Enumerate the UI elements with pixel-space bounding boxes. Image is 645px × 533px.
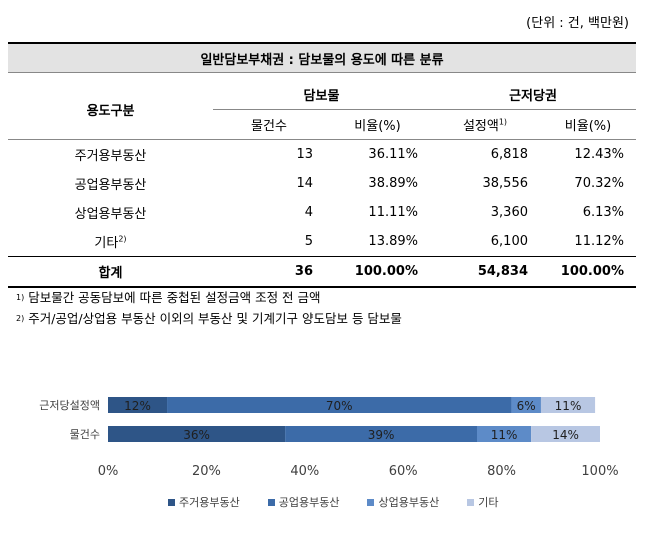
table-title: 일반담보부채권 : 담보물의 용도에 따른 분류 [8, 42, 636, 73]
legend-label: 주거용부동산 [179, 496, 240, 509]
row-amount: 6,100 [490, 234, 528, 249]
legend-swatch [267, 498, 275, 506]
total-ratio1: 100.00% [325, 256, 430, 288]
total-count: 36 [213, 256, 325, 288]
legend-item: 공업용부동산 [267, 494, 340, 510]
row-label-sup: 2) [118, 234, 127, 244]
row-label-text: 주거용부동산 [74, 149, 147, 164]
bar-segment [285, 426, 477, 442]
subheader-ratio1: 비율(%) [325, 109, 430, 140]
subheader-amount-sup: 1) [498, 117, 508, 127]
x-tick-label: 100% [581, 464, 618, 479]
table-total-row: 합계 36 100.00% 54,834 100.00% [8, 256, 636, 288]
bar-segment [108, 397, 168, 413]
row-label: 주거용부동산 [8, 140, 213, 170]
x-tick-label: 20% [192, 464, 221, 479]
row-ratio1: 36.11% [368, 147, 418, 162]
footnote-text: 주거/공업/상업용 부동산 이외의 부동산 및 기계기구 양도담보 등 담보물 [28, 311, 402, 326]
x-tick-label: 40% [290, 464, 319, 479]
data-label: 11% [491, 428, 518, 442]
row-ratio2: 11.12% [574, 234, 624, 249]
row-label: 공업용부동산 [8, 169, 213, 198]
data-label: 14% [552, 428, 579, 442]
legend-swatch [168, 498, 175, 506]
row-count: 14 [296, 176, 313, 191]
bar-segment [167, 397, 512, 413]
legend-swatch [367, 498, 375, 506]
unit-note: (단위 : 건, 백만원) [526, 16, 629, 31]
data-label: 36% [183, 428, 210, 442]
data-label: 11% [555, 399, 582, 413]
row-count: 4 [304, 205, 313, 220]
category-label: 근저당설정액 [39, 399, 100, 412]
x-tick-label: 0% [98, 464, 119, 479]
footnote-marker: 1) [16, 293, 25, 302]
legend-item: 기타 [467, 494, 498, 510]
data-label: 6% [517, 399, 536, 413]
legend-label: 상업용부동산 [378, 496, 440, 509]
bar-segment [540, 397, 596, 413]
data-label: 70% [326, 399, 353, 413]
data-table: 용도구분 담보물 근저당권 물건수 비율(%) 설정액1) 비율(%) 주거용부… [8, 80, 636, 288]
row-ratio1: 13.89% [368, 234, 418, 249]
row-amount: 3,360 [490, 205, 528, 220]
table-row: 상업용부동산 4 11.11% 3,360 6.13% [8, 198, 636, 227]
table-title-text: 일반담보부채권 : 담보물의 용도에 따른 분류 [200, 52, 444, 68]
legend-label: 기타 [478, 496, 499, 509]
row-amount: 6,818 [490, 147, 528, 162]
header-usage: 용도구분 [8, 80, 213, 140]
total-amount: 54,834 [430, 256, 540, 288]
subheader-count: 물건수 [213, 109, 325, 140]
category-label: 물건수 [70, 428, 100, 441]
chart-legend: 주거용부동산 공업용부동산 상업용부동산 기타 [168, 494, 498, 510]
subheader-ratio2: 비율(%) [540, 109, 636, 140]
table-row: 주거용부동산 13 36.11% 6,818 12.43% [8, 140, 636, 170]
row-count: 13 [296, 147, 313, 162]
table-row: 공업용부동산 14 38.89% 38,556 70.32% [8, 169, 636, 198]
row-ratio2: 6.13% [582, 205, 624, 220]
table-row: 기타2) 5 13.89% 6,100 11.12% [8, 227, 636, 257]
bar-segment [511, 397, 541, 413]
total-label: 합계 [8, 256, 213, 288]
x-tick-label: 60% [389, 464, 418, 479]
row-count: 5 [304, 234, 313, 249]
legend-item: 상업용부동산 [367, 494, 439, 510]
row-label-text: 기타 [94, 236, 119, 251]
row-ratio1: 38.89% [368, 176, 418, 191]
row-ratio2: 12.43% [574, 147, 624, 162]
footnote: 2) 주거/공업/상업용 부동산 이외의 부동산 및 기계기구 양도담보 등 담… [16, 308, 402, 329]
row-label: 상업용부동산 [8, 198, 213, 227]
row-label-text: 상업용부동산 [74, 207, 147, 222]
row-amount: 38,556 [482, 176, 529, 191]
data-label: 12% [124, 399, 151, 413]
footnote-marker: 2) [16, 314, 25, 323]
stacked-bar-chart: 근저당설정액 12% 70% 6% 11% 물건수 36% 39% 11% 14% 0% 20% 40%… [39, 397, 619, 479]
subheader-amount-text: 설정액 [462, 119, 499, 134]
data-label: 39% [368, 428, 395, 442]
bar-segment [477, 426, 532, 442]
x-tick-label: 80% [487, 464, 516, 479]
subheader-amount: 설정액1) [430, 109, 540, 140]
row-ratio2: 70.32% [574, 176, 624, 191]
total-ratio2: 100.00% [540, 256, 636, 288]
footnotes: 1) 담보물간 공동담보에 따른 중첩된 설정금액 조정 전 금액 2) 주거/… [16, 287, 402, 329]
row-ratio1: 11.11% [368, 205, 418, 220]
row-label-text: 공업용부동산 [74, 178, 147, 193]
bar-segment [531, 426, 600, 442]
bar-segment [108, 426, 286, 442]
legend-item: 주거용부동산 [168, 494, 240, 510]
row-label: 기타2) [8, 227, 213, 257]
header-collateral: 담보물 [213, 80, 430, 110]
legend-swatch [467, 498, 475, 506]
footnote: 1) 담보물간 공동담보에 따른 중첩된 설정금액 조정 전 금액 [16, 287, 402, 308]
footnote-text: 담보물간 공동담보에 따른 중첩된 설정금액 조정 전 금액 [28, 290, 321, 305]
legend-label: 공업용부동산 [278, 496, 340, 509]
header-lien: 근저당권 [430, 80, 636, 110]
